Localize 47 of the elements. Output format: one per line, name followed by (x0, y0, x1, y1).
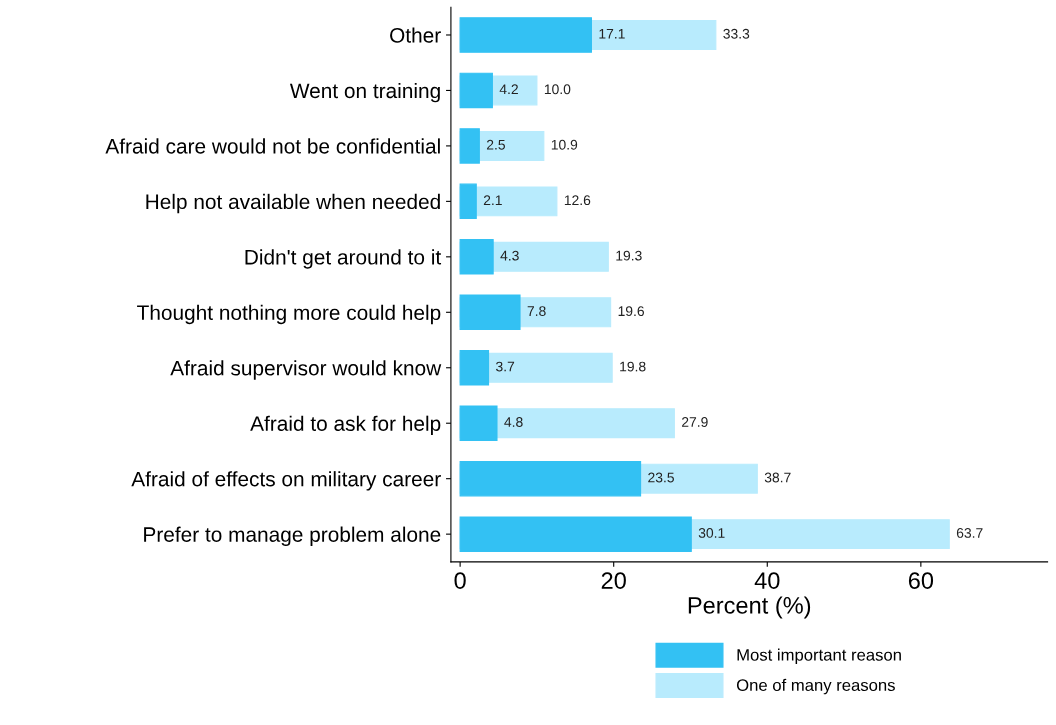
data-label: 63.7 (956, 528, 983, 538)
data-label: 33.3 (723, 28, 750, 39)
y-tick-label: Thought nothing more could help (137, 304, 441, 325)
data-label: 4.2 (499, 84, 518, 95)
bar (459, 350, 490, 386)
data-label: 10.9 (551, 139, 578, 150)
bar (459, 72, 493, 109)
bar (459, 239, 494, 275)
data-label: 10.0 (544, 84, 571, 95)
legend-label: Most important reason (737, 648, 901, 665)
bar (459, 294, 521, 331)
data-label: 2.1 (483, 195, 502, 205)
x-tick-label: 60 (908, 572, 934, 589)
data-label: 19.3 (616, 250, 642, 261)
y-tick-label: Afraid of effects on military career (131, 471, 441, 491)
data-label: 4.8 (504, 417, 523, 427)
data-label: 12.6 (564, 195, 591, 206)
data-label: 23.5 (648, 472, 674, 483)
y-tick-label: Help not available when needed (146, 193, 440, 214)
x-tick-label: 20 (601, 572, 626, 589)
data-label: 19.8 (620, 361, 646, 372)
data-label: 4.3 (500, 250, 519, 261)
y-tick-label: Afraid care would not be confidential (105, 138, 440, 154)
x-axis-title: Percent (%) (688, 596, 811, 619)
legend-label: One of many reasons (736, 678, 895, 695)
data-label: 19.6 (618, 306, 644, 317)
bar (459, 516, 692, 552)
data-label: 27.9 (682, 417, 708, 427)
y-tick-label: Prefer to manage problem alone (144, 526, 441, 547)
bar (459, 128, 480, 164)
data-label: 7.8 (527, 306, 546, 317)
x-tick-label: 0 (454, 572, 466, 589)
y-tick-label: Afraid supervisor would know (170, 360, 442, 380)
data-label: 17.1 (599, 29, 625, 39)
bar (459, 460, 642, 497)
bar (459, 405, 498, 441)
data-label: 3.7 (496, 361, 515, 372)
y-tick-label: Didn't get around to it (245, 249, 442, 269)
data-label: 30.1 (698, 528, 725, 538)
x-tick-label: 40 (754, 572, 780, 589)
data-label: 38.7 (764, 472, 791, 483)
y-tick-label: Other (390, 27, 441, 43)
y-tick-label: Afraid to ask for help (250, 415, 441, 436)
y-tick-label: Went on training (289, 82, 440, 103)
bar (459, 183, 477, 220)
bar (459, 17, 592, 53)
data-label: 2.5 (486, 139, 505, 150)
